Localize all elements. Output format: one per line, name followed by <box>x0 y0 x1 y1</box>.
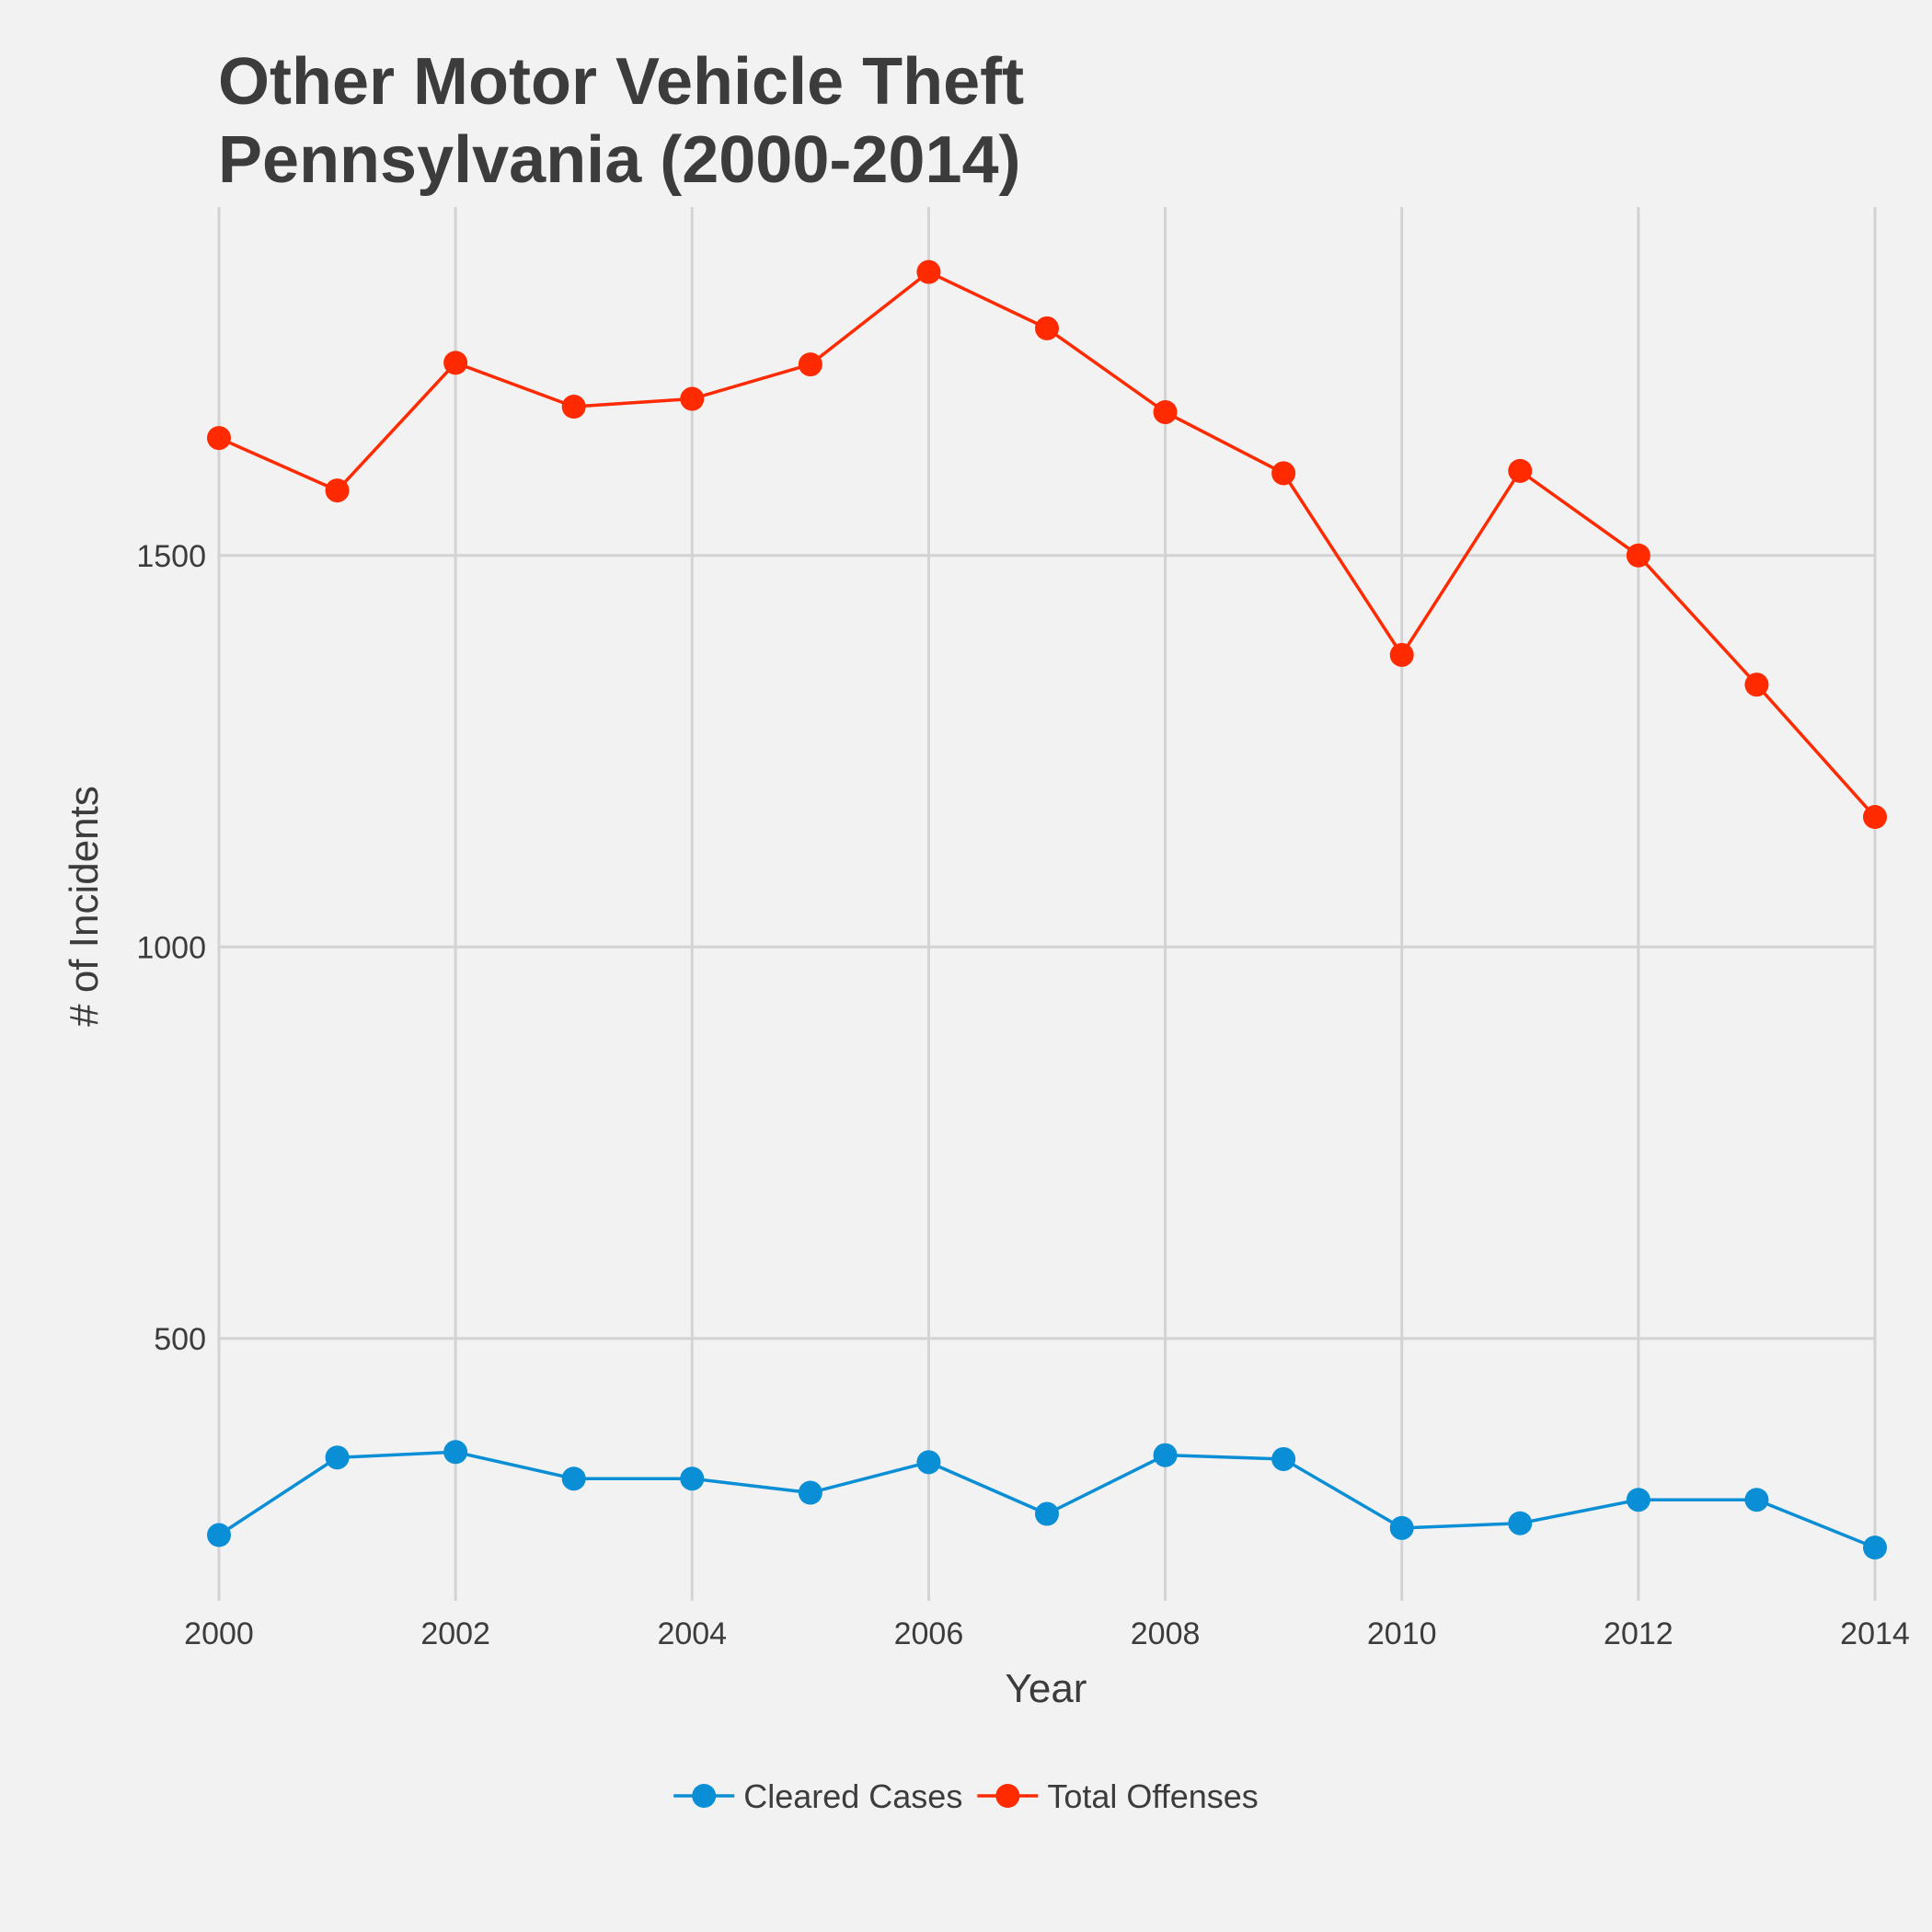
data-point <box>798 352 822 377</box>
data-point <box>443 351 468 375</box>
x-tick-label: 2002 <box>420 1616 490 1651</box>
x-tick-label: 2004 <box>657 1616 727 1651</box>
data-point <box>916 1450 941 1475</box>
data-point <box>1744 673 1769 697</box>
data-point <box>1271 461 1296 486</box>
data-point <box>1508 1511 1533 1535</box>
legend: Cleared Cases Total Offenses <box>673 1777 1259 1815</box>
data-point <box>1389 642 1414 667</box>
data-point <box>798 1480 822 1505</box>
grid-lines <box>217 207 1877 1601</box>
series-1 <box>207 259 1887 830</box>
y-tick-label: 500 <box>154 1322 206 1357</box>
data-point <box>1035 316 1059 340</box>
x-tick-label: 2000 <box>184 1616 254 1651</box>
data-point <box>1744 1488 1769 1512</box>
y-axis-ticks: 500 1000 1500 <box>136 539 206 1357</box>
legend-key-marker <box>995 1784 1020 1808</box>
data-series <box>207 259 1887 1560</box>
data-point <box>1153 1443 1178 1467</box>
data-point <box>916 259 941 284</box>
y-tick-label: 1000 <box>136 930 206 965</box>
x-tick-label: 2014 <box>1840 1616 1910 1651</box>
x-tick-label: 2006 <box>894 1616 964 1651</box>
legend-label: Total Offenses <box>1047 1777 1258 1815</box>
y-tick-label: 1500 <box>136 539 206 574</box>
data-point <box>1389 1515 1414 1540</box>
data-point <box>1508 458 1533 483</box>
data-point <box>1153 399 1178 424</box>
data-point <box>207 426 231 451</box>
series-0 <box>207 1440 1887 1560</box>
x-axis-ticks: 2000 2002 2004 2006 2008 2010 2012 2014 <box>184 1616 1910 1651</box>
legend-item-1: Total Offenses <box>977 1777 1259 1815</box>
x-axis-title: Year <box>1006 1666 1087 1711</box>
data-point <box>207 1523 231 1547</box>
legend-key-marker <box>692 1784 717 1808</box>
data-point <box>1271 1446 1296 1471</box>
data-point <box>561 1466 586 1491</box>
data-point <box>325 1445 350 1470</box>
x-tick-label: 2010 <box>1367 1616 1437 1651</box>
data-point <box>1626 543 1650 568</box>
data-point <box>680 386 705 411</box>
data-point <box>443 1440 468 1465</box>
data-point <box>1863 805 1887 830</box>
x-tick-label: 2008 <box>1131 1616 1201 1651</box>
chart-title-line-2: Pennsylvania (2000-2014) <box>218 123 1021 197</box>
data-point <box>561 395 586 420</box>
data-point <box>325 478 350 503</box>
legend-item-0: Cleared Cases <box>673 1777 962 1815</box>
x-tick-label: 2012 <box>1604 1616 1673 1651</box>
data-point <box>1035 1501 1059 1526</box>
data-point <box>1626 1488 1650 1512</box>
data-point <box>680 1466 705 1491</box>
legend-label: Cleared Cases <box>743 1777 962 1815</box>
data-point <box>1863 1535 1887 1560</box>
y-axis-title: # of Incidents <box>62 786 107 1027</box>
chart-title-line-1: Other Motor Vehicle Theft <box>218 45 1024 119</box>
